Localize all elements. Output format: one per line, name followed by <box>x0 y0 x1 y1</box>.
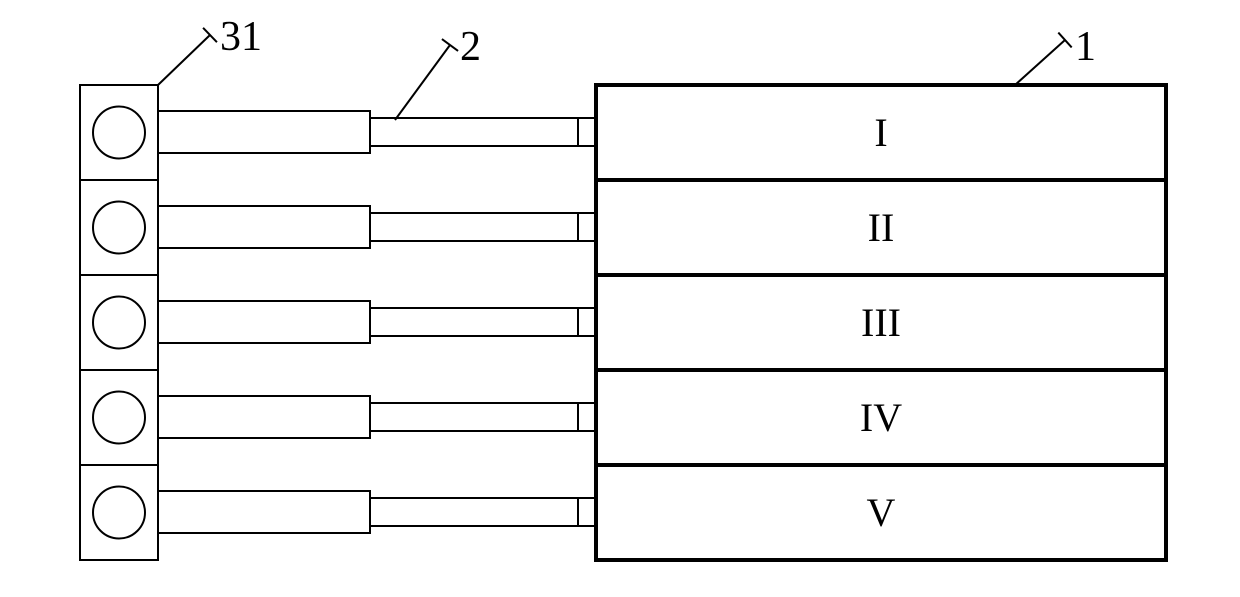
stage-label: III <box>861 300 901 345</box>
linkage-endcap <box>578 308 596 336</box>
linkage-outer <box>158 111 370 153</box>
port-circle <box>93 487 145 539</box>
linkage-outer <box>158 491 370 533</box>
callout-leader <box>1015 40 1065 85</box>
linkage-inner <box>370 498 578 526</box>
port-circle <box>93 202 145 254</box>
callout-leader <box>395 45 450 120</box>
callout-label: 2 <box>460 24 481 70</box>
stage-label: V <box>867 490 896 535</box>
port-circle <box>93 392 145 444</box>
stage-label: IV <box>860 395 902 440</box>
port-column <box>80 85 158 560</box>
linkage-endcap <box>578 118 596 146</box>
linkage-endcap <box>578 498 596 526</box>
linkage-outer <box>158 206 370 248</box>
callout-label: 1 <box>1075 24 1096 70</box>
linkage-inner <box>370 403 578 431</box>
callout-tick <box>442 39 458 51</box>
linkage-inner <box>370 308 578 336</box>
port-circle <box>93 297 145 349</box>
stage-label: I <box>874 110 887 155</box>
port-circle <box>93 107 145 159</box>
callout-leader <box>158 35 210 85</box>
callout-label: 31 <box>220 14 262 60</box>
linkage-outer <box>158 301 370 343</box>
linkage-outer <box>158 396 370 438</box>
stage-label: II <box>868 205 895 250</box>
linkage-endcap <box>578 403 596 431</box>
linkage-inner <box>370 118 578 146</box>
linkage-endcap <box>578 213 596 241</box>
linkage-inner <box>370 213 578 241</box>
